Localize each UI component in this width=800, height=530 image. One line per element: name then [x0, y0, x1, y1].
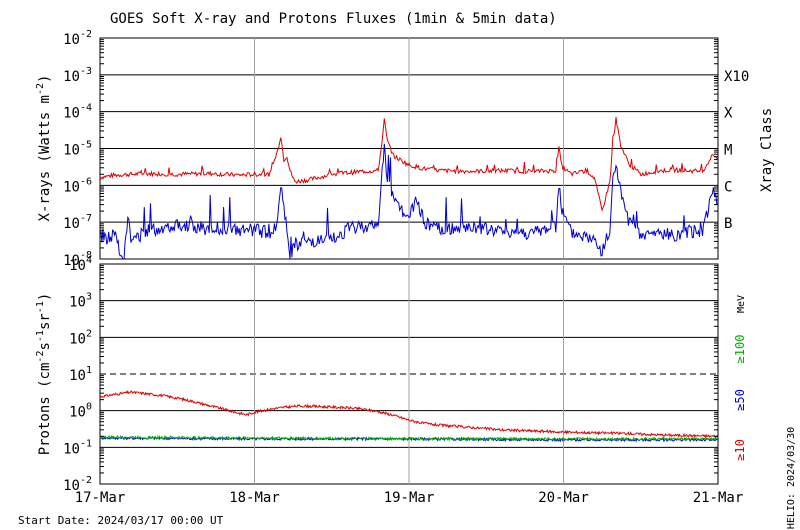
xray-class-axis-label: Xray Class	[759, 108, 775, 192]
xray-series-group	[99, 117, 719, 260]
xray-class-labels: X10 X M C B	[724, 69, 749, 232]
xray-class-label: B	[724, 216, 732, 232]
proton-day-lines	[254, 264, 564, 484]
proton-series-group	[99, 390, 719, 443]
energy-ge50-label: ≥50	[733, 389, 747, 411]
energy-ge10-label: ≥10	[733, 439, 747, 461]
xray-short-channel-line	[99, 143, 719, 260]
start-date-label: Start Date: 2024/03/17 00:00 UT	[18, 514, 224, 527]
xray-long-channel-line	[99, 117, 719, 213]
x-tick-label: 20-Mar	[538, 490, 589, 506]
proton-tick-label: 104	[69, 255, 92, 274]
proton-series-line-red	[99, 390, 719, 439]
x-tick-label: 19-Mar	[384, 490, 435, 506]
x-tick-label: 21-Mar	[693, 490, 744, 506]
proton-tick-label: 103	[69, 292, 92, 311]
xray-tick-label: 10-3	[63, 66, 92, 85]
proton-tick-label: 100	[69, 402, 92, 421]
chart-title: GOES Soft X-ray and Protons Fluxes (1min…	[110, 11, 557, 27]
proton-y-ticks: 104 103 102 101 100 10-1 10-2	[63, 255, 718, 494]
proton-tick-label: 10-2	[63, 475, 92, 494]
helio-date-label: HELIO: 2024/03/30	[786, 427, 797, 529]
xray-tick-label: 10-2	[63, 29, 92, 48]
x-tick-label: 17-Mar	[75, 490, 126, 506]
proton-tick-label: 102	[69, 328, 92, 347]
xray-y-ticks: 10-2 10-3 10-4 10-5 10-6 10-7 10-8	[63, 29, 718, 269]
xray-class-label: X	[724, 106, 733, 122]
xray-class-label: X10	[724, 69, 749, 85]
xray-day-lines	[254, 38, 564, 259]
proton-ylabel: Protons (cm-2s-1sr-1)	[35, 293, 53, 456]
proton-tick-label: 101	[69, 365, 92, 384]
xray-tick-label: 10-4	[63, 103, 92, 122]
xray-tick-label: 10-7	[63, 213, 92, 232]
xray-ylabel: X-rays (Watts m-2)	[35, 75, 53, 222]
xray-class-label: M	[724, 143, 732, 159]
energy-unit-label: MeV	[736, 295, 747, 313]
xray-class-label: C	[724, 179, 732, 195]
x-tick-label: 18-Mar	[229, 490, 280, 506]
proton-series-line-green	[99, 434, 719, 442]
xray-tick-label: 10-6	[63, 176, 92, 195]
x-axis-labels: 17-Mar 18-Mar 19-Mar 20-Mar 21-Mar	[75, 490, 744, 506]
energy-ge100-label: ≥100	[733, 335, 747, 364]
xray-tick-label: 10-8	[63, 250, 92, 269]
xray-tick-label: 10-5	[63, 140, 92, 159]
proton-tick-label: 10-1	[63, 438, 92, 457]
